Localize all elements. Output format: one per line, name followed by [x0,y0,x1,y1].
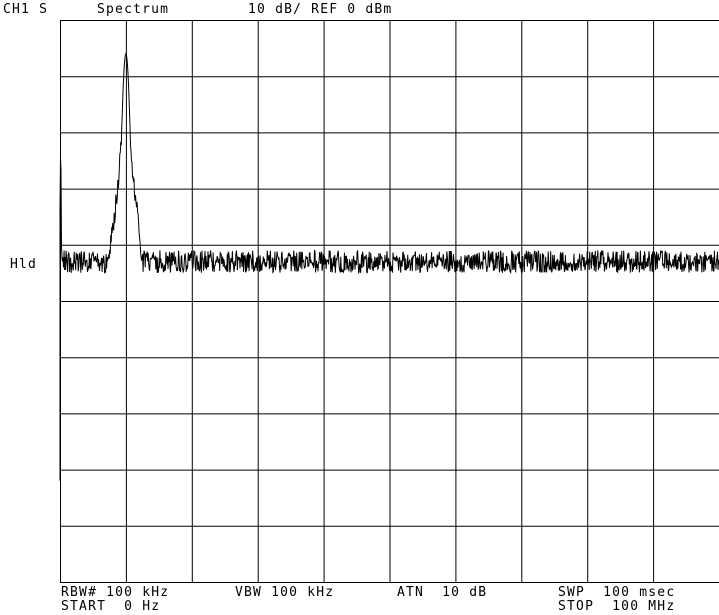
atn-label: ATN 10 dB [397,585,488,600]
spectrum-trace [59,52,719,481]
graticule [60,20,719,583]
vbw-label: VBW 100 kHz [235,585,335,600]
channel-label: CH1 S [3,2,49,17]
hold-label: Hld [10,257,38,272]
stop-label: STOP 100 MHz [558,599,676,614]
mode-label: Spectrum [97,2,170,17]
start-label: START 0 Hz [61,599,161,614]
swp-label: SWP 100 msec [558,585,676,600]
scale-label: 10 dB/ REF 0 dBm [248,2,393,17]
rbw-label: RBW# 100 kHz [61,585,170,600]
